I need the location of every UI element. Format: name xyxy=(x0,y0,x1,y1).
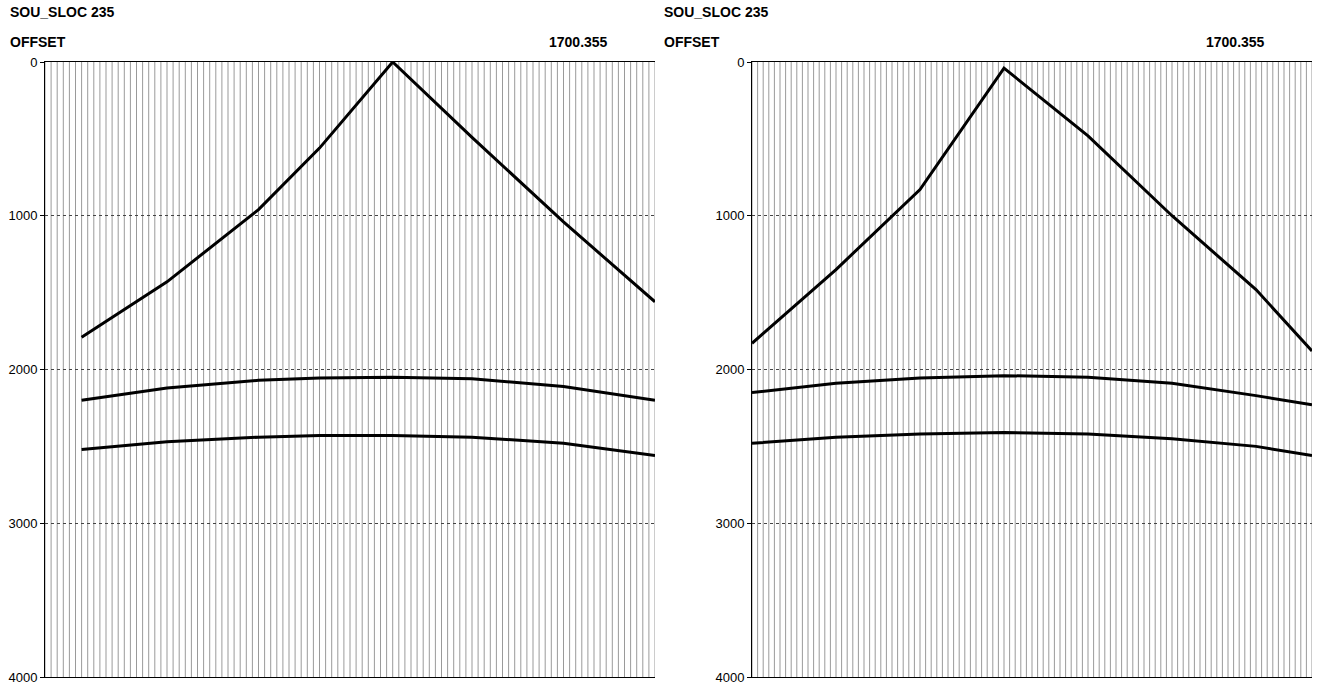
svg-text:3000: 3000 xyxy=(8,516,37,531)
svg-text:OFFSET: OFFSET xyxy=(664,34,720,50)
svg-text:OFFSET: OFFSET xyxy=(10,34,66,50)
svg-text:0: 0 xyxy=(30,55,37,70)
svg-text:SOU_SLOC 235: SOU_SLOC 235 xyxy=(10,4,114,20)
svg-text:3000: 3000 xyxy=(715,516,744,531)
svg-text:1000: 1000 xyxy=(8,208,37,223)
svg-text:2000: 2000 xyxy=(8,362,37,377)
svg-text:1700.355: 1700.355 xyxy=(549,34,608,50)
svg-text:4000: 4000 xyxy=(715,670,744,685)
svg-text:2000: 2000 xyxy=(715,362,744,377)
svg-text:1700.355: 1700.355 xyxy=(1206,34,1265,50)
svg-text:0: 0 xyxy=(737,55,744,70)
svg-text:4000: 4000 xyxy=(8,670,37,685)
svg-text:SOU_SLOC 235: SOU_SLOC 235 xyxy=(664,4,768,20)
svg-text:1000: 1000 xyxy=(715,208,744,223)
